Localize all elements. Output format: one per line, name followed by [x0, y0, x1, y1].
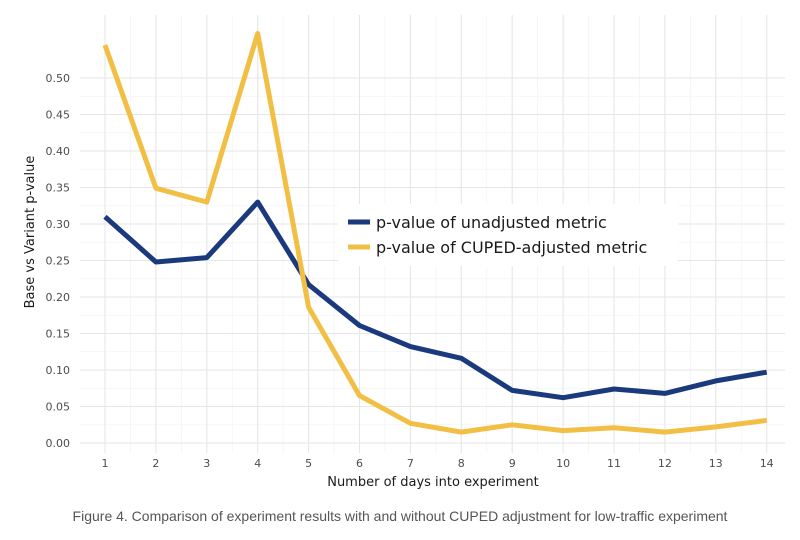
y-tick-label: 0.35 [46, 182, 71, 195]
y-tick-label: 0.50 [46, 72, 71, 85]
legend-label: p-value of unadjusted metric [376, 213, 607, 232]
y-tick-label: 0.00 [46, 437, 71, 450]
y-tick-label: 0.30 [46, 218, 71, 231]
series-line-unadjusted [103, 199, 768, 401]
x-tick-label: 14 [760, 457, 774, 470]
y-axis-ticks: 0.00 0.05 0.10 0.15 0.20 0.25 0.30 0.35 0.40 0.45… [46, 72, 71, 450]
y-tick-label: 0.20 [46, 291, 71, 304]
series-line-cuped [102, 31, 768, 435]
legend-label: p-value of CUPED-adjusted metric [376, 238, 647, 257]
y-tick-label: 0.45 [46, 109, 71, 122]
x-tick-label: 2 [152, 457, 159, 470]
x-tick-label: 3 [203, 457, 210, 470]
x-tick-label: 7 [407, 457, 414, 470]
legend: p-value of unadjusted metric p-value of C… [338, 204, 678, 266]
x-tick-label: 1 [102, 457, 109, 470]
x-axis-title: Number of days into experiment [327, 475, 539, 490]
y-tick-label: 0.05 [46, 401, 71, 414]
x-tick-label: 8 [458, 457, 465, 470]
x-tick-label: 12 [658, 457, 672, 470]
x-tick-label: 10 [556, 457, 570, 470]
series-lines [102, 31, 768, 435]
x-axis-ticks: 1 2 3 4 5 6 7 8 9 10 11 12 13 14 [102, 457, 774, 470]
legend-background [338, 204, 678, 266]
x-tick-label: 6 [356, 457, 363, 470]
x-tick-label: 5 [305, 457, 312, 470]
figure-caption: Figure 4. Comparison of experiment resul… [72, 508, 728, 524]
y-tick-label: 0.10 [46, 364, 71, 377]
x-tick-label: 4 [254, 457, 261, 470]
x-tick-label: 11 [607, 457, 621, 470]
y-tick-label: 0.40 [46, 145, 71, 158]
x-tick-label: 9 [509, 457, 516, 470]
chart: 0.00 0.05 0.10 0.15 0.20 0.25 0.30 0.35 0.40 0.45… [23, 15, 785, 490]
x-tick-label: 13 [709, 457, 723, 470]
y-tick-label: 0.15 [46, 328, 71, 341]
y-axis-title: Base vs Variant p-value [23, 156, 38, 309]
y-tick-label: 0.25 [46, 255, 71, 268]
